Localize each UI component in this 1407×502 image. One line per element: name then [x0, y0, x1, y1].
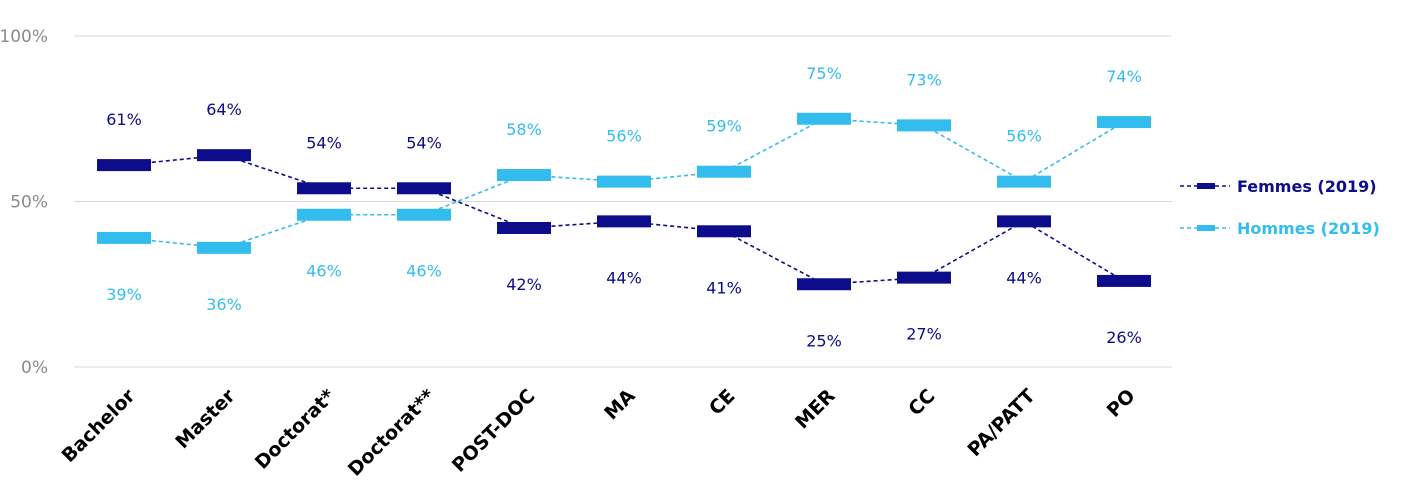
- x-axis: Bachelor Master Doctorat* Doctorat** POST-DO…: [58, 385, 1140, 481]
- data-label: 75%: [806, 64, 842, 83]
- y-tick-label: 0%: [21, 358, 48, 378]
- data-label: 74%: [1106, 67, 1142, 86]
- data-label: 56%: [606, 127, 642, 146]
- x-tick-label: PO: [1103, 385, 1140, 422]
- data-label: 27%: [906, 325, 942, 344]
- data-marker: [497, 221, 551, 234]
- legend-label: Femmes (2019): [1237, 177, 1377, 196]
- data-label: 58%: [506, 120, 542, 139]
- data-marker: [997, 215, 1051, 228]
- data-marker: [297, 182, 351, 195]
- x-tick-label: Master: [171, 385, 240, 454]
- data-label: 46%: [306, 262, 342, 281]
- series-markers: [97, 112, 1151, 291]
- data-marker: [697, 165, 751, 178]
- data-label: 61%: [106, 110, 142, 129]
- x-tick-label: MER: [791, 385, 840, 434]
- y-axis: 0% 50% 100%: [0, 27, 48, 378]
- data-marker: [197, 241, 251, 254]
- data-label: 54%: [306, 133, 342, 152]
- data-label: 41%: [706, 278, 742, 297]
- legend: Femmes (2019) Hommes (2019): [1180, 177, 1380, 238]
- data-marker: [1097, 274, 1151, 287]
- x-tick-label: POST-DOC: [448, 385, 540, 477]
- data-label: 54%: [406, 133, 442, 152]
- data-marker: [497, 169, 551, 182]
- x-tick-label: Doctorat*: [251, 385, 340, 474]
- data-marker: [97, 231, 151, 244]
- data-label: 64%: [206, 100, 242, 119]
- gridlines: [74, 35, 1172, 368]
- y-tick-label: 50%: [10, 193, 48, 213]
- data-label: 73%: [906, 70, 942, 89]
- data-marker: [797, 112, 851, 125]
- data-marker: [897, 119, 951, 132]
- data-label: 44%: [1006, 268, 1042, 287]
- x-tick-label: CC: [904, 385, 939, 420]
- data-marker: [1097, 116, 1151, 129]
- data-marker: [697, 225, 751, 238]
- y-tick-label: 100%: [0, 27, 48, 47]
- legend-label: Hommes (2019): [1237, 219, 1380, 238]
- data-marker: [197, 149, 251, 162]
- data-label: 46%: [406, 262, 442, 281]
- x-tick-label: MA: [600, 385, 640, 425]
- data-marker: [397, 208, 451, 221]
- x-tick-label: PA/PATT: [963, 385, 1039, 461]
- x-tick-label: CE: [705, 385, 740, 420]
- data-label: 56%: [1006, 127, 1042, 146]
- data-label: 39%: [106, 285, 142, 304]
- data-label: 26%: [1106, 328, 1142, 347]
- data-label: 44%: [606, 268, 642, 287]
- data-marker: [997, 175, 1051, 188]
- data-marker: [597, 175, 651, 188]
- data-labels: 61% 64% 54% 54% 42% 44% 41% 25% 27% 44% 26% 39% 36% 4…: [106, 64, 1142, 351]
- data-label: 25%: [806, 331, 842, 350]
- legend-marker: [1197, 183, 1215, 189]
- data-marker: [97, 159, 151, 172]
- x-tick-label: Bachelor: [58, 385, 140, 467]
- data-label: 42%: [506, 275, 542, 294]
- legend-marker: [1197, 225, 1215, 231]
- x-tick-label: Doctorat**: [344, 385, 440, 481]
- data-marker: [397, 182, 451, 195]
- data-marker: [597, 215, 651, 228]
- data-marker: [797, 278, 851, 291]
- data-marker: [297, 208, 351, 221]
- data-label: 59%: [706, 117, 742, 136]
- data-label: 36%: [206, 295, 242, 314]
- data-marker: [897, 271, 951, 284]
